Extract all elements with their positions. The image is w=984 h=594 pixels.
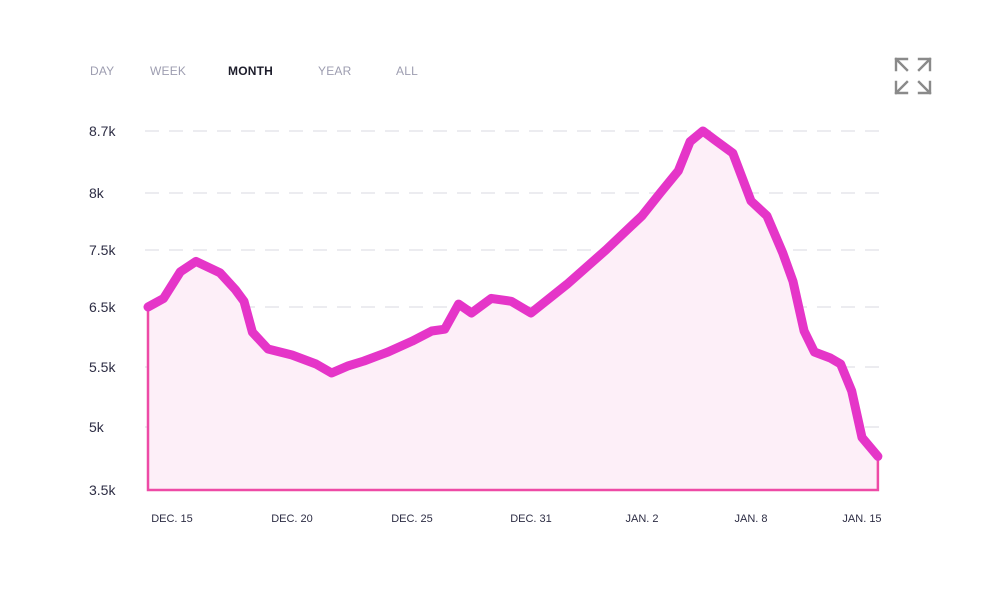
y-tick-label: 5.5k bbox=[89, 359, 116, 375]
data-point bbox=[242, 299, 246, 303]
data-point bbox=[266, 347, 270, 351]
data-point bbox=[194, 259, 198, 263]
tab-all[interactable]: ALL bbox=[396, 64, 418, 78]
data-point bbox=[470, 311, 473, 315]
data-point bbox=[509, 299, 513, 303]
y-axis-ticks: 8.7k 8k 7.5k 6.5k 5.5k 5k 3.5k bbox=[89, 123, 116, 498]
x-tick-label: JAN. 2 bbox=[625, 513, 658, 525]
data-point bbox=[565, 282, 569, 286]
data-point bbox=[457, 302, 461, 306]
tab-week[interactable]: WEEK bbox=[150, 64, 187, 78]
data-point bbox=[828, 356, 832, 360]
data-point bbox=[430, 329, 434, 333]
data-point bbox=[443, 327, 447, 331]
x-tick-label: DEC. 25 bbox=[391, 513, 433, 525]
x-axis-ticks: DEC. 15 DEC. 20 DEC. 25 DEC. 31 JAN. 2 JAN. 8… bbox=[151, 513, 881, 525]
data-point bbox=[688, 140, 692, 144]
tab-month[interactable]: MONTH bbox=[228, 64, 273, 78]
data-point bbox=[314, 362, 318, 366]
data-point bbox=[218, 271, 222, 275]
data-point bbox=[802, 329, 806, 333]
data-point bbox=[676, 169, 680, 173]
x-tick-label: DEC. 20 bbox=[271, 513, 313, 525]
data-point bbox=[178, 270, 182, 274]
y-tick-label: 5k bbox=[89, 419, 105, 435]
y-tick-label: 7.5k bbox=[89, 242, 116, 258]
expand-arrows-icon[interactable] bbox=[894, 57, 932, 95]
data-point bbox=[146, 305, 150, 309]
x-tick-label: JAN. 8 bbox=[734, 513, 767, 525]
data-point bbox=[489, 296, 493, 300]
data-point bbox=[346, 364, 350, 368]
series-area bbox=[143, 126, 883, 492]
data-point bbox=[850, 389, 854, 393]
y-tick-label: 8.7k bbox=[89, 123, 116, 139]
data-point bbox=[330, 371, 334, 375]
data-point bbox=[765, 214, 769, 218]
data-point bbox=[749, 199, 753, 203]
data-point bbox=[234, 288, 238, 292]
data-point bbox=[781, 251, 785, 255]
data-point bbox=[658, 191, 662, 195]
data-point bbox=[410, 339, 414, 343]
data-point bbox=[250, 330, 254, 334]
y-tick-label: 3.5k bbox=[89, 482, 116, 498]
y-tick-label: 8k bbox=[89, 185, 105, 201]
data-point bbox=[812, 350, 816, 354]
data-point bbox=[162, 296, 166, 300]
x-tick-label: DEC. 15 bbox=[151, 513, 193, 525]
data-point bbox=[731, 151, 735, 155]
data-point bbox=[362, 359, 366, 363]
data-point bbox=[860, 436, 864, 439]
data-point bbox=[713, 138, 717, 142]
data-point bbox=[386, 350, 390, 354]
tab-year[interactable]: YEAR bbox=[318, 64, 352, 78]
data-point bbox=[290, 353, 294, 357]
data-point bbox=[640, 214, 644, 218]
data-point bbox=[839, 362, 843, 366]
x-tick-label: JAN. 15 bbox=[842, 513, 881, 525]
tab-day[interactable]: DAY bbox=[90, 64, 115, 78]
data-point bbox=[701, 129, 705, 133]
data-point bbox=[876, 454, 880, 458]
y-tick-label: 6.5k bbox=[89, 299, 116, 315]
data-point bbox=[529, 311, 533, 315]
data-point bbox=[791, 279, 795, 283]
x-tick-label: DEC. 31 bbox=[510, 513, 552, 525]
data-point bbox=[604, 248, 608, 252]
area-fill bbox=[146, 129, 880, 492]
